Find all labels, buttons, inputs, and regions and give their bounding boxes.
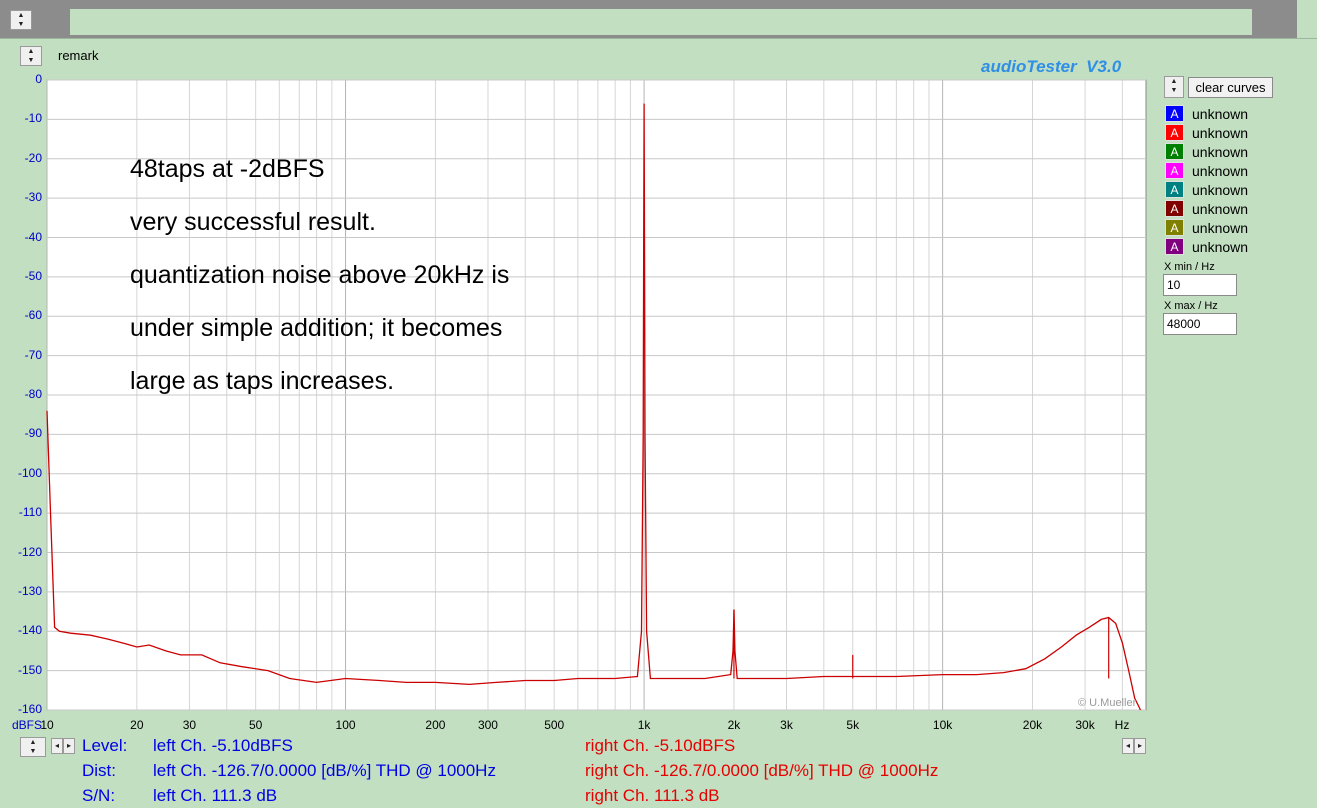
sn-right: right Ch. 111.3 dB: [585, 786, 720, 805]
x-tick-label: 10k: [932, 718, 953, 732]
arrow-left-icon[interactable]: ◂: [1122, 738, 1134, 754]
note-line: under simple addition; it becomes: [130, 314, 503, 342]
dist-right: right Ch. -126.7/0.0000 [dB/%] THD @ 100…: [585, 761, 939, 780]
y-tick-label: -150: [17, 662, 42, 677]
x-tick-label: 20: [130, 718, 144, 732]
curve-color-icon[interactable]: A: [1165, 181, 1184, 198]
sn-label: S/N:: [82, 786, 116, 805]
legend-label: unknown: [1192, 162, 1249, 179]
x-tick-label: 30k: [1075, 718, 1095, 732]
top-panel: [0, 0, 1317, 38]
scroll-right-arrows[interactable]: ◂ ▸: [1122, 738, 1146, 754]
x-tick-label: 2k: [727, 718, 741, 732]
y-axis-unit: dBFS: [11, 718, 42, 732]
x-tick-label: 3k: [780, 718, 793, 732]
y-tick-label: -10: [24, 111, 42, 126]
arrow-right-icon[interactable]: ▸: [63, 738, 75, 754]
remark-spinner[interactable]: ▲ ▼: [20, 46, 42, 66]
top-panel-corner: [1297, 0, 1317, 38]
xmin-input[interactable]: 10: [1163, 274, 1237, 296]
curve-color-icon[interactable]: A: [1165, 200, 1184, 217]
legend-label: unknown: [1192, 181, 1249, 198]
curve-color-icon[interactable]: A: [1165, 124, 1184, 141]
note-line: large as taps increases.: [130, 367, 395, 395]
x-tick-label: 100: [335, 718, 356, 732]
y-tick-label: -50: [24, 268, 42, 283]
copyright: © U.Mueller: [1078, 697, 1137, 709]
dist-left: left Ch. -126.7/0.0000 [dB/%] THD @ 1000…: [153, 761, 496, 780]
y-tick-label: -110: [18, 505, 42, 520]
level-label: Level:: [82, 736, 128, 755]
x-tick-label: 10: [40, 718, 54, 732]
legend-label: unknown: [1192, 124, 1249, 141]
x-tick-label: 20k: [1022, 718, 1043, 732]
top-spinner[interactable]: ▲ ▼: [10, 10, 32, 30]
x-tick-label: 5k: [846, 718, 860, 732]
xmax-input[interactable]: 48000: [1163, 313, 1237, 335]
y-tick-label: -40: [24, 229, 42, 244]
arrow-right-icon[interactable]: ▸: [1134, 738, 1146, 754]
x-tick-label: 30: [182, 718, 197, 732]
y-tick-label: -90: [24, 426, 42, 441]
curve-color-icon[interactable]: A: [1165, 238, 1184, 255]
top-input-area[interactable]: [70, 9, 1252, 35]
xmax-label: X max / Hz: [1164, 300, 1218, 312]
scroll-left-arrows[interactable]: ◂ ▸: [51, 738, 75, 754]
brand-title: audioTester V3.0: [981, 57, 1122, 76]
level-right: right Ch. -5.10dBFS: [585, 736, 736, 755]
y-tick-label: -30: [24, 190, 42, 205]
y-tick-label: -70: [24, 347, 42, 362]
y-tick-label: -20: [24, 150, 42, 165]
note-line: 48taps at -2dBFS: [130, 155, 325, 183]
legend-label: unknown: [1192, 200, 1249, 217]
bottom-spinner[interactable]: ▲ ▼: [20, 737, 46, 757]
y-tick-label: -160: [17, 702, 42, 716]
level-left: left Ch. -5.10dBFS: [153, 736, 293, 755]
note-line: very successful result.: [130, 208, 376, 236]
x-tick-label: 200: [425, 718, 446, 732]
x-axis-unit: Hz: [1114, 718, 1130, 732]
x-tick-label: 1k: [637, 718, 651, 732]
curve-color-icon[interactable]: A: [1165, 162, 1184, 179]
y-tick-label: 0: [35, 72, 42, 86]
xmin-label: X min / Hz: [1164, 261, 1215, 273]
curve-color-icon[interactable]: A: [1165, 105, 1184, 122]
curve-color-icon[interactable]: A: [1165, 143, 1184, 160]
spectrum-line: [46, 103, 1142, 711]
divider: [0, 38, 1317, 39]
legend-spinner[interactable]: ▲ ▼: [1164, 76, 1184, 98]
remark-label: remark: [58, 48, 99, 63]
arrow-left-icon[interactable]: ◂: [51, 738, 63, 754]
y-tick-label: -80: [24, 387, 42, 401]
clear-curves-button[interactable]: clear curves: [1188, 77, 1273, 98]
sn-left: left Ch. 111.3 dB: [153, 786, 278, 805]
curve-color-icon[interactable]: A: [1165, 219, 1184, 236]
y-tick-label: -130: [17, 583, 42, 598]
y-tick-label: -60: [24, 308, 42, 323]
y-tick-label: -100: [17, 465, 42, 480]
x-tick-label: 300: [477, 718, 498, 732]
legend-label: unknown: [1192, 219, 1249, 236]
legend-label: unknown: [1192, 143, 1249, 160]
x-tick-label: 500: [544, 718, 565, 732]
y-tick-label: -140: [17, 623, 42, 638]
legend-label: unknown: [1192, 238, 1249, 255]
legend-label: unknown: [1192, 105, 1249, 122]
x-tick-label: 50: [248, 718, 263, 732]
note-line: quantization noise above 20kHz is: [130, 261, 510, 289]
dist-label: Dist:: [82, 761, 116, 780]
y-tick-label: -120: [17, 544, 42, 559]
